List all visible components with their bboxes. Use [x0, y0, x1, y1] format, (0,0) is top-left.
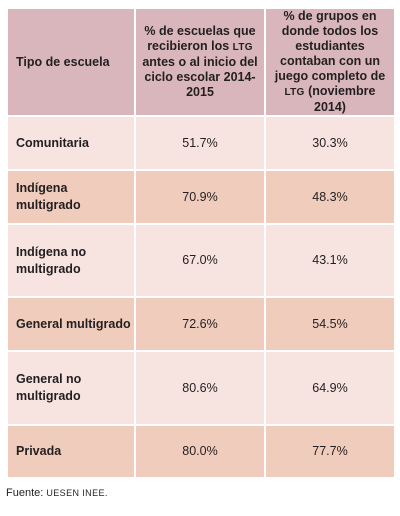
header-groups-complete: % de grupos en donde todos los estudiant…	[264, 7, 396, 117]
row-label: Indígena no multigrado	[6, 223, 136, 298]
header-school-type-text: Tipo de escuela	[16, 54, 110, 69]
header-col3-abbr: LTG	[284, 87, 305, 98]
row-label: Comunitaria	[6, 115, 136, 171]
header-col2-tail: antes o al inicio del ciclo escolar 2014…	[142, 55, 258, 99]
row-label: General no multigrado	[6, 350, 136, 426]
table-row: General multigrado 72.6% 54.5%	[6, 296, 396, 352]
table-row: Privada 80.0% 77.7%	[6, 424, 396, 479]
row-value-groups: 64.9%	[264, 350, 396, 426]
row-value-schools: 80.0%	[134, 424, 266, 479]
table-row: General no multigrado 80.6% 64.9%	[6, 350, 396, 426]
row-value-groups: 43.1%	[264, 223, 396, 298]
header-col2-abbr: LTG	[232, 42, 253, 53]
row-value-groups: 48.3%	[264, 169, 396, 225]
header-school-type: Tipo de escuela	[6, 7, 136, 117]
header-col3-tail: (noviembre 2014)	[308, 84, 376, 114]
row-value-schools: 51.7%	[134, 115, 266, 171]
row-value-schools: 72.6%	[134, 296, 266, 352]
header-schools-received: % de escuelas que recibieron los LTG ant…	[134, 7, 266, 117]
row-value-groups: 54.5%	[264, 296, 396, 352]
schools-table: Tipo de escuela % de escuelas que recibi…	[6, 7, 396, 479]
source-text: UESEN INEE.	[46, 488, 108, 498]
table-row: Indígena no multigrado 67.0% 43.1%	[6, 223, 396, 298]
row-label: Privada	[6, 424, 136, 479]
row-value-groups: 77.7%	[264, 424, 396, 479]
row-label: General multigrado	[6, 296, 136, 352]
table-row: Indígena multigrado 70.9% 48.3%	[6, 169, 396, 225]
source-label: Fuente:	[6, 487, 44, 499]
header-col2-lead: % de escuelas que recibieron los	[144, 24, 256, 53]
row-label: Indígena multigrado	[6, 169, 136, 225]
table-row: Comunitaria 51.7% 30.3%	[6, 115, 396, 171]
row-value-schools: 67.0%	[134, 223, 266, 298]
row-value-schools: 80.6%	[134, 350, 266, 426]
header-row: Tipo de escuela % de escuelas que recibi…	[6, 7, 396, 117]
data-table-wrapper: Tipo de escuela % de escuelas que recibi…	[6, 7, 396, 479]
header-col3-lead: % de grupos en donde todos los estudiant…	[274, 9, 386, 83]
row-value-groups: 30.3%	[264, 115, 396, 171]
source-note: Fuente: UESEN INEE.	[6, 487, 108, 499]
row-value-schools: 70.9%	[134, 169, 266, 225]
